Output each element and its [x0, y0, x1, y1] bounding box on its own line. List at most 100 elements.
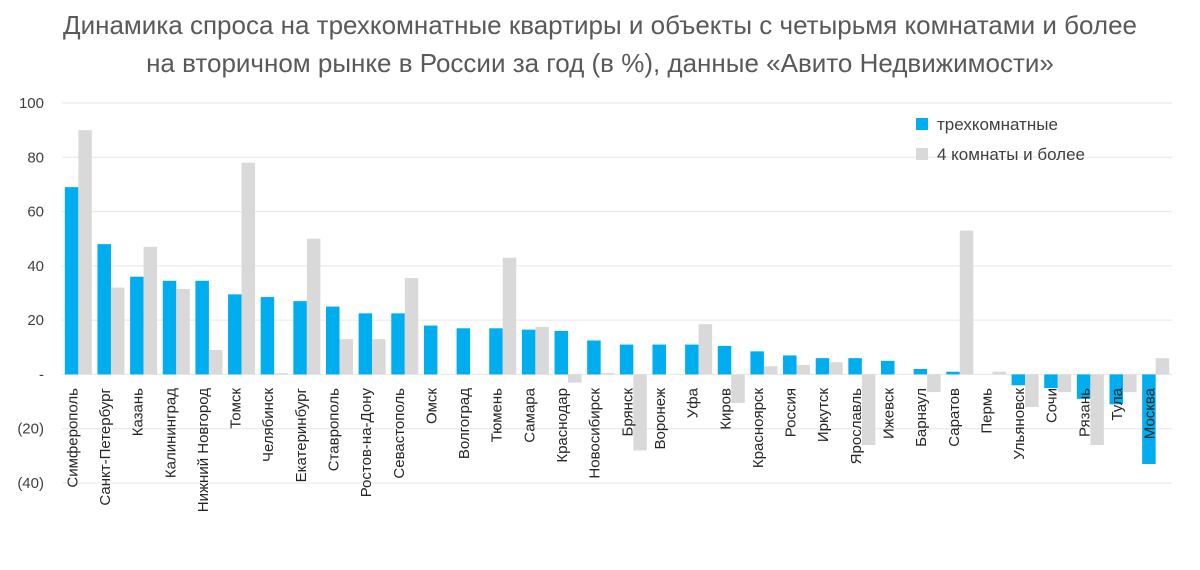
x-category-label: Краснодар	[554, 388, 571, 463]
chart-title-line-2: на вторичном рынке в России за год (в %)…	[146, 48, 1054, 78]
bar-three-room-4	[195, 280, 209, 375]
x-category-label: Киров	[717, 388, 734, 430]
y-tick-label: 40	[27, 258, 44, 275]
bar-three-room-29	[1011, 374, 1026, 386]
bar-four-plus-16	[600, 373, 615, 375]
bar-three-room-13	[489, 328, 503, 375]
bar-four-plus-22	[796, 364, 811, 375]
bar-four-plus-13	[502, 257, 517, 375]
y-tick-label: -	[39, 366, 44, 383]
legend-swatch-1	[916, 148, 928, 160]
x-category-label: Севастополь	[391, 388, 408, 479]
bar-three-room-0	[64, 187, 79, 375]
x-category-label: Симферополь	[64, 388, 81, 488]
x-category-label: Москва	[1142, 387, 1159, 439]
bar-four-plus-33	[1155, 358, 1170, 375]
bar-three-room-31	[1076, 374, 1091, 399]
bar-four-plus-29	[1025, 374, 1039, 407]
x-category-label: Пермь	[978, 388, 995, 434]
bar-four-plus-3	[176, 288, 190, 375]
bar-four-plus-24	[861, 374, 876, 445]
x-category-label: Санкт-Петербург	[97, 387, 114, 505]
bar-four-plus-30	[1057, 374, 1072, 393]
bar-three-room-14	[521, 329, 536, 375]
bar-three-room-16	[587, 340, 601, 375]
bar-three-room-8	[326, 306, 340, 375]
x-category-label: Саратов	[946, 388, 963, 447]
bar-four-plus-5	[241, 162, 256, 375]
bar-three-room-27	[946, 371, 960, 375]
bar-three-room-20	[717, 345, 732, 375]
x-category-label: Екатеринбург	[293, 387, 310, 482]
x-category-label: Волгоград	[456, 388, 473, 459]
bar-four-plus-0	[78, 130, 92, 375]
x-category-label: Красноярск	[750, 388, 767, 469]
x-category-label: Челябинск	[260, 388, 277, 462]
legend: трехкомнатные 4 комнаты и более	[916, 115, 1085, 164]
x-category-label: Новосибирск	[587, 388, 604, 479]
bar-three-room-11	[423, 325, 438, 375]
chart-title: Динамика спроса на трехкомнатные квартир…	[0, 6, 1200, 82]
x-category-label: Ставрополь	[326, 388, 343, 471]
bar-three-room-1	[97, 244, 111, 375]
x-category-label: Россия	[783, 388, 800, 437]
x-category-label: Воронеж	[652, 388, 669, 450]
x-category-label: Нижний Новгород	[195, 388, 212, 512]
x-category-label: Рязань	[1076, 388, 1093, 437]
x-category-label: Уфа	[685, 387, 702, 418]
x-category-label: Омск	[423, 388, 440, 424]
bar-four-plus-9	[372, 339, 386, 375]
bar-three-room-12	[456, 328, 471, 375]
bar-three-room-17	[619, 344, 634, 375]
bar-four-plus-21	[763, 366, 778, 375]
bar-four-plus-19	[698, 324, 713, 375]
bar-four-plus-6	[274, 373, 288, 375]
bar-four-plus-32	[1123, 374, 1137, 393]
bar-four-plus-17	[633, 374, 647, 451]
y-tick-label: (20)	[17, 421, 44, 438]
bar-three-room-7	[293, 301, 307, 375]
x-category-label: Барнаул	[913, 388, 930, 447]
bar-three-room-19	[685, 344, 699, 375]
bar-three-room-21	[750, 351, 764, 375]
chart-title-line-1: Динамика спроса на трехкомнатные квартир…	[62, 10, 1138, 40]
bar-four-plus-26	[927, 374, 941, 393]
x-category-label: Ростов-на-Дону	[358, 388, 375, 498]
legend-label-1: 4 комнаты и более	[937, 145, 1085, 164]
bar-four-plus-4	[208, 350, 223, 375]
legend-swatch-0	[916, 118, 928, 130]
bar-three-room-2	[130, 276, 144, 375]
x-category-label: Тюмень	[489, 388, 506, 443]
bar-three-room-26	[913, 369, 928, 375]
bar-four-plus-28	[992, 371, 1006, 375]
y-tick-label: (40)	[17, 475, 44, 492]
x-category-label: Томск	[228, 388, 245, 429]
bar-three-room-10	[391, 313, 405, 375]
bar-three-room-23	[815, 358, 830, 375]
bar-four-plus-31	[1090, 374, 1104, 445]
bar-three-room-6	[260, 297, 275, 375]
x-category-label: Ярославль	[848, 388, 865, 464]
x-category-label: Калининград	[162, 388, 179, 478]
bar-four-plus-10	[404, 278, 419, 375]
x-category-label: Казань	[130, 388, 147, 436]
x-category-label: Самара	[521, 387, 538, 442]
bar-four-plus-20	[731, 374, 745, 403]
bar-four-plus-1	[110, 287, 125, 375]
x-category-label: Тула	[1109, 387, 1126, 420]
x-category-label: Ижевск	[881, 388, 898, 439]
bar-three-room-22	[783, 355, 797, 375]
bars	[64, 130, 1170, 464]
y-tick-label: 20	[27, 312, 44, 329]
bar-three-room-25	[881, 360, 895, 375]
bar-three-room-32	[1109, 374, 1124, 405]
bar-three-room-24	[848, 358, 862, 375]
y-tick-label: 60	[27, 204, 44, 221]
x-category-label: Брянск	[619, 388, 636, 437]
bar-four-plus-8	[339, 339, 353, 375]
bar-three-room-18	[652, 344, 666, 375]
bar-four-plus-23	[829, 362, 843, 375]
bar-four-plus-2	[143, 246, 158, 375]
bar-three-room-3	[162, 280, 177, 375]
x-category-label: Сочи	[1044, 388, 1061, 423]
